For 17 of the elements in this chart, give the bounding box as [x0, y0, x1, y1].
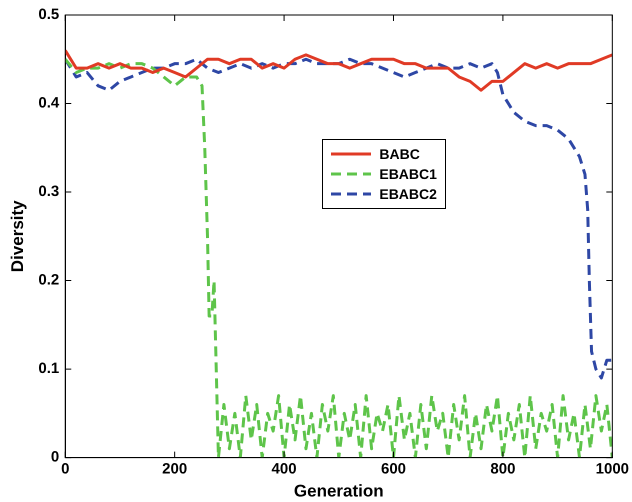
legend-label: EBABC2 — [379, 186, 437, 202]
y-tick-label: 0.2 — [38, 272, 60, 289]
line-series — [65, 58, 612, 380]
y-tick-label: 0.5 — [38, 6, 60, 24]
y-axis-title: Diversity — [8, 200, 27, 272]
x-tick-label: 600 — [380, 460, 406, 478]
x-tick-label: 400 — [272, 460, 297, 478]
x-tick-label: 1000 — [596, 460, 630, 478]
y-tick-label: 0.1 — [38, 360, 60, 378]
legend-label: BABC — [379, 146, 420, 162]
y-tick-label: 0.3 — [38, 183, 60, 200]
y-tick-label: 0 — [50, 448, 60, 466]
legend-label: EBABC1 — [379, 166, 437, 182]
x-axis-title: Generation — [294, 481, 384, 500]
y-tick-label: 0.4 — [38, 94, 60, 112]
x-tick-label: 800 — [490, 460, 516, 478]
x-tick-label: 200 — [162, 460, 188, 478]
